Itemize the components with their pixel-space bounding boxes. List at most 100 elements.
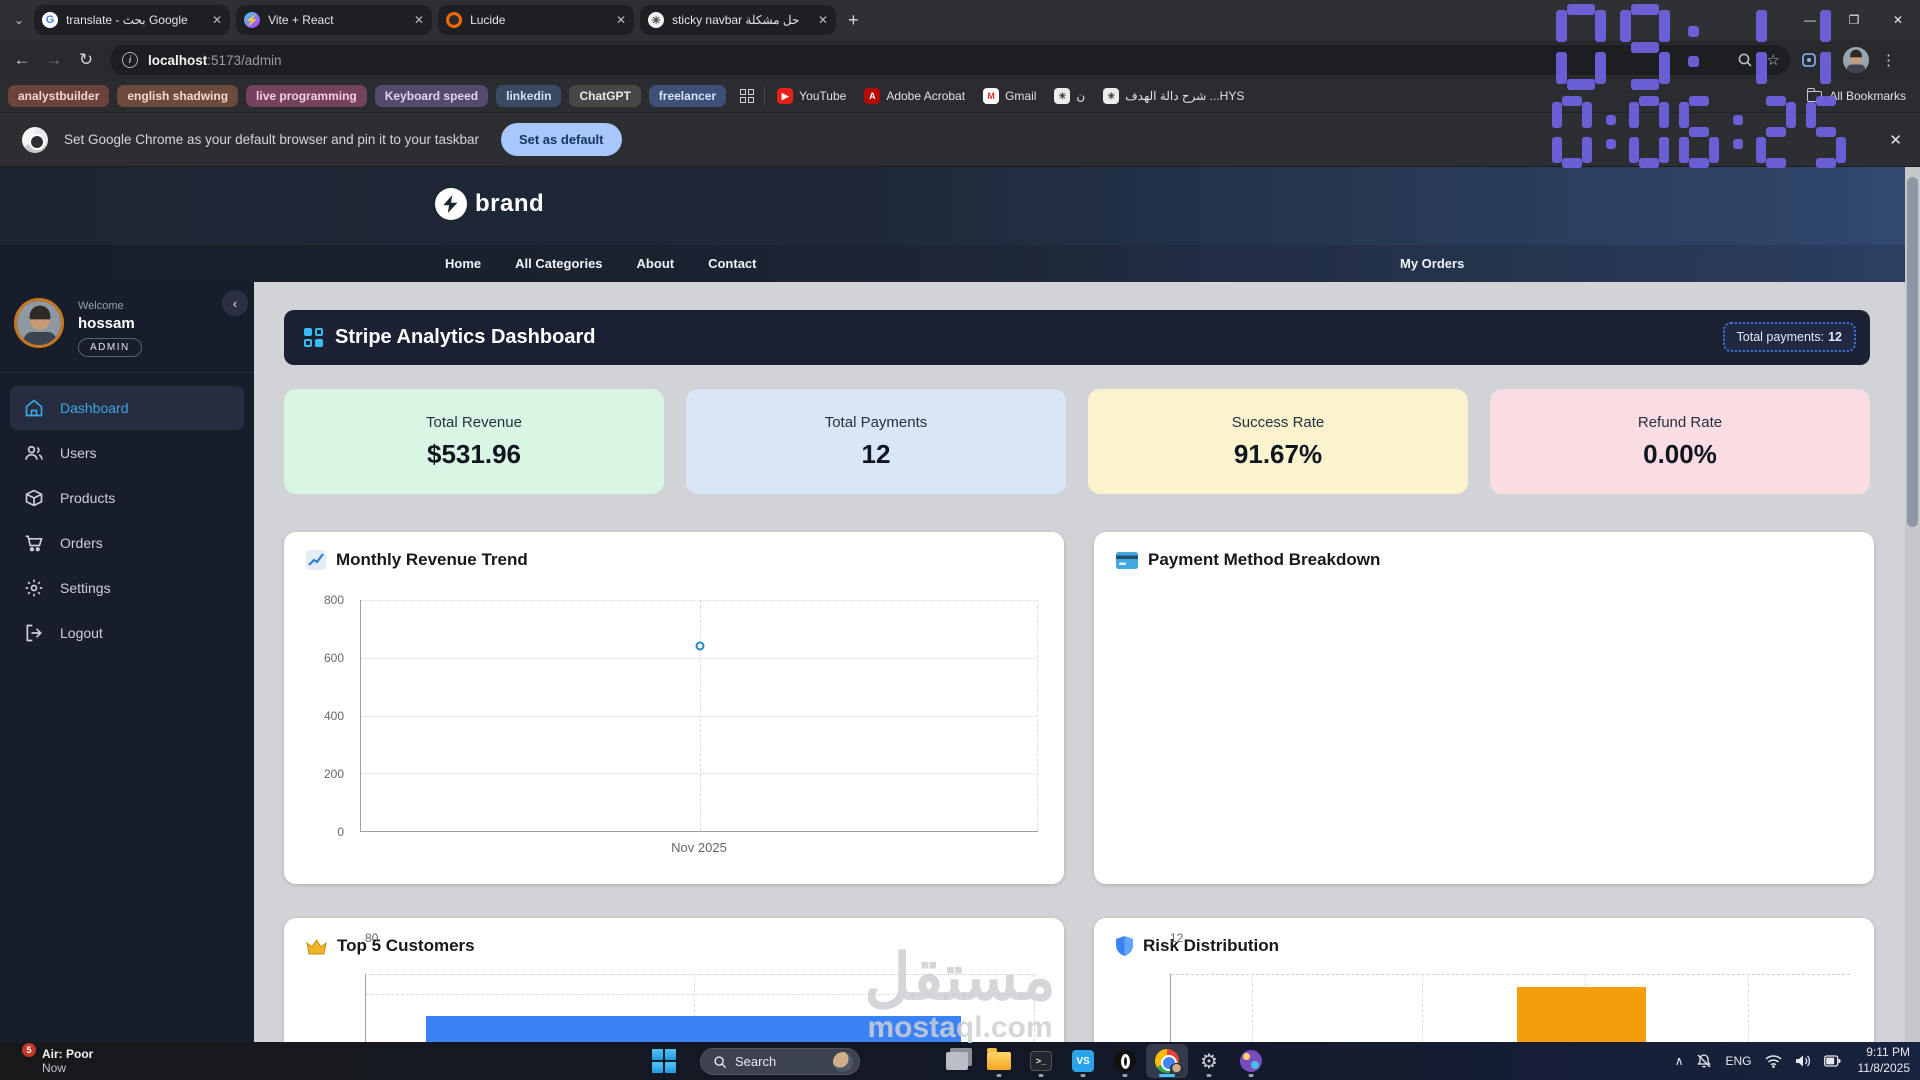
taskbar-app-settings[interactable]: ⚙	[1188, 1044, 1230, 1078]
page-scrollbar[interactable]	[1905, 167, 1920, 1042]
minimize-button[interactable]: —	[1804, 13, 1816, 27]
revenue-point[interactable]	[695, 641, 704, 651]
wifi-icon[interactable]	[1764, 1054, 1782, 1068]
brand-name: brand	[475, 190, 545, 217]
sidebar-item-products[interactable]: Products	[10, 476, 244, 520]
bookmark-live-programming[interactable]: live programming	[246, 85, 367, 107]
tray-chevron-up-icon[interactable]: ∧	[1674, 1054, 1684, 1068]
tab-lucide[interactable]: Lucide ✕	[438, 5, 635, 35]
stat-refund-rate: Refund Rate 0.00%	[1490, 389, 1870, 494]
site-nav: Home All Categories About Contact My Ord…	[0, 245, 1920, 282]
y-axis-tick: 80	[365, 931, 379, 945]
taskbar-search[interactable]: Search	[700, 1048, 860, 1075]
tab-close-icon[interactable]: ✕	[414, 13, 425, 27]
taskbar-app-window-stack[interactable]	[936, 1044, 978, 1078]
zoom-icon[interactable]	[1737, 52, 1753, 68]
admin-sidebar: Welcome hossam ADMIN ‹ Dashboard Users	[0, 282, 254, 1042]
sidebar-item-users[interactable]: Users	[10, 431, 244, 475]
taskbar-app-file-explorer[interactable]	[978, 1044, 1020, 1078]
sidebar-item-orders[interactable]: Orders	[10, 521, 244, 565]
search-icon	[714, 1055, 727, 1068]
bookmark-freelancer[interactable]: freelancer	[648, 85, 727, 107]
nav-about[interactable]: About	[636, 256, 675, 271]
start-button[interactable]	[652, 1049, 676, 1073]
taskbar: 5 Air: Poor Now Search >_ VS ⚙ ∧ ENG	[0, 1042, 1920, 1080]
infobar-close-icon[interactable]: ✕	[1889, 131, 1902, 149]
bookmark-youtube[interactable]: ▶ YouTube	[777, 88, 846, 104]
browser-menu-icon[interactable]: ⋮	[1881, 52, 1896, 69]
nav-my-orders[interactable]: My Orders	[1400, 256, 1465, 271]
nav-contact[interactable]: Contact	[708, 256, 757, 271]
tab-sticky-navbar[interactable]: ✳ sticky navbar حل مشكلة ✕	[640, 5, 837, 35]
input-language[interactable]: ENG	[1725, 1054, 1752, 1068]
all-bookmarks-button[interactable]: All Bookmarks	[1807, 87, 1906, 103]
credit-card-icon	[1116, 551, 1138, 569]
role-badge: ADMIN	[78, 338, 142, 357]
lucide-favicon-icon	[446, 12, 463, 28]
bookmark-chatgpt[interactable]: ChatGPT	[569, 85, 641, 107]
tab-search-caret-icon[interactable]: ⌄	[14, 13, 25, 27]
window-controls: — ❐ ✕	[1788, 0, 1920, 40]
taskbar-app-opera[interactable]	[1104, 1044, 1146, 1078]
bookmark-analystbuilder[interactable]: analystbuilder	[8, 85, 110, 107]
taskbar-app-vscode[interactable]: VS	[1062, 1044, 1104, 1078]
chrome-logo-icon	[22, 126, 48, 153]
sidebar-item-logout[interactable]: Logout	[10, 611, 244, 655]
apps-grid-icon[interactable]	[740, 89, 755, 103]
bookmark-gmail[interactable]: M Gmail	[983, 88, 1036, 104]
volume-icon[interactable]	[1795, 1054, 1811, 1068]
sidebar-item-dashboard[interactable]: Dashboard	[10, 386, 244, 430]
nav-home[interactable]: Home	[445, 256, 482, 271]
card-title: Risk Distribution	[1143, 936, 1280, 955]
notifications-off-icon[interactable]	[1696, 1053, 1712, 1069]
site-info-icon[interactable]: i	[122, 52, 138, 68]
stat-total-payments: Total Payments 12	[686, 389, 1066, 494]
bookmark-adobe-acrobat[interactable]: A Adobe Acrobat	[864, 88, 965, 104]
brand-logo[interactable]: brand	[435, 188, 544, 220]
address-bar[interactable]: i localhost:5173/admin ☆	[110, 45, 1790, 75]
forward-button[interactable]: →	[45, 50, 63, 69]
nav-all-categories[interactable]: All Categories	[515, 256, 603, 271]
bookmark-chatgpt-noon[interactable]: ✳ ن	[1054, 88, 1085, 104]
close-window-button[interactable]: ✕	[1892, 13, 1904, 27]
bookmark-hys[interactable]: ✳ شرح دالة الهدف ...HYS	[1103, 88, 1244, 104]
taskbar-app-terminal[interactable]: >_	[1020, 1044, 1062, 1078]
google-favicon-icon: G	[42, 12, 59, 28]
browser-profile-avatar[interactable]	[1843, 47, 1869, 73]
back-button[interactable]: ←	[13, 50, 31, 69]
tab-close-icon[interactable]: ✕	[818, 13, 829, 27]
tray-clock[interactable]: 9:11 PM 11/8/2025	[1858, 1045, 1911, 1076]
revenue-trend-card: Monthly Revenue Trend 800 600 400 200 0	[284, 532, 1064, 884]
restore-button[interactable]: ❐	[1848, 13, 1860, 27]
sidebar-collapse-button[interactable]: ‹	[222, 290, 248, 316]
tab-close-icon[interactable]: ✕	[212, 13, 223, 27]
bookmark-star-icon[interactable]: ☆	[1766, 52, 1780, 69]
tab-vite-react[interactable]: ⚡ Vite + React ✕	[236, 5, 433, 35]
folder-icon	[1807, 87, 1823, 102]
page-title: Stripe Analytics Dashboard	[335, 326, 596, 348]
tab-close-icon[interactable]: ✕	[616, 13, 627, 27]
bookmark-linkedin[interactable]: linkedin	[496, 85, 562, 107]
top-customers-card: Top 5 Customers 80	[284, 918, 1064, 1042]
search-highlight-thumbnail	[833, 1051, 853, 1072]
infobar-message: Set Google Chrome as your default browse…	[64, 132, 479, 147]
extension-icon[interactable]	[1800, 51, 1818, 69]
new-tab-button[interactable]: +	[848, 9, 859, 30]
bookmark-english-shadwing[interactable]: english shadwing	[117, 85, 239, 107]
tab-google-translate[interactable]: G translate - بحث Google ✕	[34, 5, 231, 35]
taskbar-app-paint[interactable]	[1230, 1044, 1272, 1078]
card-title: Payment Method Breakdown	[1148, 550, 1381, 569]
risk-bar[interactable]	[1517, 987, 1647, 1042]
tray-date: 11/8/2025	[1857, 1061, 1911, 1075]
top-customers-bar[interactable]	[426, 1016, 962, 1042]
taskbar-weather-widget[interactable]: 5 Air: Poor Now	[8, 1043, 93, 1075]
bookmark-keyboard-speed[interactable]: Keyboard speed	[374, 85, 489, 107]
sidebar-item-settings[interactable]: Settings	[10, 566, 244, 610]
set-as-default-button[interactable]: Set as default	[500, 123, 622, 156]
reload-button[interactable]: ↻	[78, 50, 94, 69]
scrollbar-thumb[interactable]	[1907, 177, 1918, 527]
card-title: Top 5 Customers	[337, 936, 475, 955]
battery-icon[interactable]	[1823, 1055, 1841, 1067]
taskbar-app-chrome[interactable]	[1146, 1044, 1188, 1078]
browser-tabstrip: ⌄ G translate - بحث Google ✕ ⚡ Vite + Re…	[0, 0, 1920, 40]
